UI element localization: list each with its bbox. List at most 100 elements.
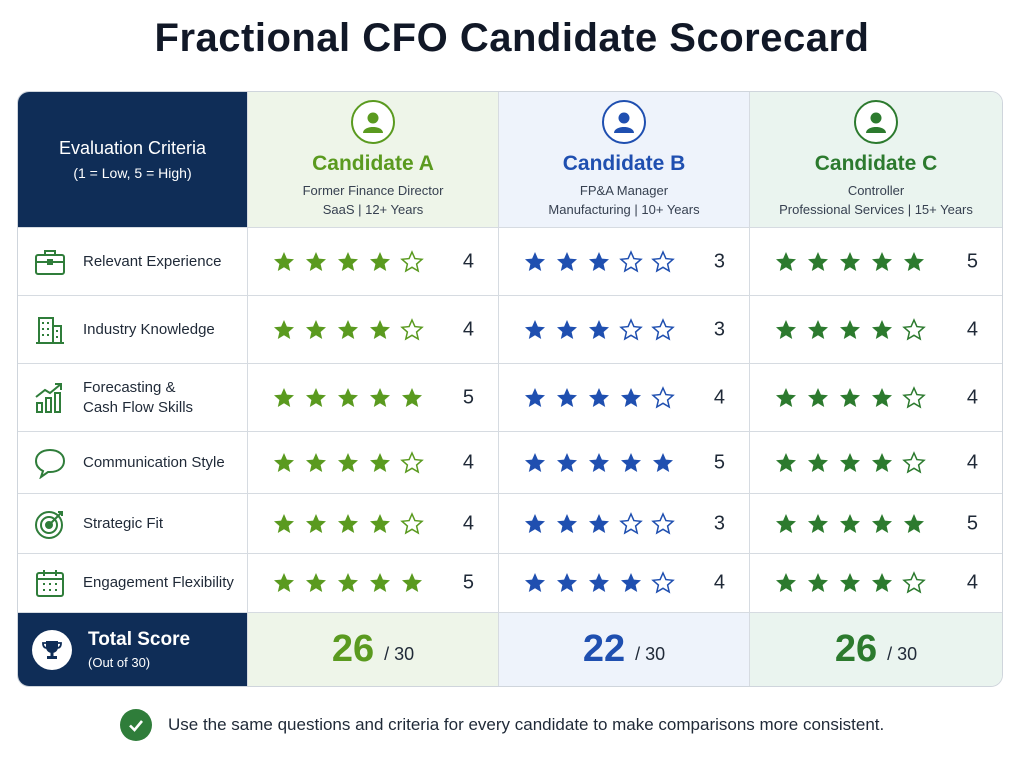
star-empty-icon [400, 249, 424, 273]
score-value: 4 [966, 451, 978, 473]
star-filled-icon [525, 513, 545, 533]
footer-text: Use the same questions and criteria for … [168, 715, 885, 734]
score-cell: 4 [750, 364, 1002, 432]
star-filled-icon [840, 513, 860, 533]
score-cell: 3 [499, 494, 750, 554]
star-filled-icon [589, 573, 609, 592]
total-score-value: 26 [834, 628, 878, 670]
footer-tip: Use the same questions and criteria for … [120, 709, 884, 741]
star-filled-icon [557, 251, 577, 271]
score-value: 4 [966, 318, 978, 340]
star-filled-icon [525, 573, 545, 592]
scorecard-table: Evaluation Criteria (1 = Low, 5 = High) … [17, 91, 1003, 687]
star-filled-icon [776, 573, 796, 592]
star-empty-icon [619, 249, 643, 273]
star-filled-icon [370, 387, 390, 407]
total-score-candidate-a: 26 / 30 [248, 613, 499, 686]
star-filled-icon [338, 452, 358, 472]
trophy-icon [32, 629, 72, 670]
star-filled-icon [306, 319, 326, 339]
star-filled-icon [306, 513, 326, 533]
star-filled-icon [904, 513, 924, 533]
star-filled-icon [370, 573, 390, 592]
criterion-label: Relevant Experience [83, 252, 222, 270]
star-filled-icon [776, 387, 796, 407]
star-filled-icon [621, 452, 641, 472]
candidate-role: Former Finance Director [302, 183, 444, 198]
star-filled-icon [840, 452, 860, 472]
star-empty-icon [651, 249, 675, 273]
score-value: 4 [713, 386, 725, 408]
criterion-label-line1: Forecasting & [83, 378, 176, 396]
star-empty-icon [400, 511, 424, 535]
star-filled-icon [808, 319, 828, 339]
star-rating [272, 386, 424, 410]
criterion-label: Strategic Fit [83, 514, 164, 532]
score-cell: 5 [499, 432, 750, 494]
star-rating [523, 385, 675, 410]
star-filled-icon [776, 319, 796, 339]
star-filled-icon [525, 319, 545, 339]
score-value: 5 [462, 571, 474, 594]
star-filled-icon [557, 573, 577, 592]
candidate-b-header: Candidate B FP&A Manager Manufacturing |… [499, 92, 750, 228]
calendar-icon [32, 565, 68, 601]
star-filled-icon [808, 251, 828, 271]
total-score-title: Total Score [88, 629, 191, 650]
criterion-label: Engagement Flexibility [83, 574, 234, 591]
star-filled-icon [840, 251, 860, 271]
criteria-header-title: Evaluation Criteria [58, 138, 207, 158]
score-value: 4 [966, 571, 978, 594]
candidate-a-header: Candidate A Former Finance Director SaaS… [248, 92, 499, 228]
star-rating [774, 317, 926, 342]
star-filled-icon [370, 513, 390, 533]
checkmark-icon [120, 709, 152, 741]
star-rating [272, 571, 424, 595]
star-empty-icon [902, 385, 926, 409]
star-filled-icon [306, 387, 326, 407]
score-cell: 4 [499, 364, 750, 432]
star-empty-icon [651, 385, 675, 409]
star-filled-icon [776, 251, 796, 271]
star-filled-icon [904, 251, 924, 271]
score-cell: 5 [750, 228, 1002, 296]
candidate-role: FP&A Manager [579, 183, 669, 198]
score-value: 5 [966, 512, 978, 534]
candidate-detail: Professional Services | 15+ Years [779, 202, 973, 217]
star-filled-icon [621, 573, 641, 592]
star-empty-icon [619, 317, 643, 341]
building-icon [32, 312, 68, 348]
score-value: 4 [462, 250, 474, 272]
star-rating [272, 450, 424, 475]
star-empty-icon [400, 450, 424, 474]
criterion-label-line2: Cash Flow Skills [83, 398, 194, 416]
criterion-industry-knowledge: Industry Knowledge [18, 296, 248, 364]
candidate-name: Candidate C [814, 152, 938, 175]
star-rating [523, 317, 675, 342]
star-filled-icon [306, 573, 326, 592]
score-value: 3 [713, 512, 725, 534]
total-score-denominator: / 30 [384, 644, 415, 664]
star-filled-icon [338, 251, 358, 271]
score-value: 5 [713, 451, 725, 473]
score-cell: 5 [750, 494, 1002, 554]
star-filled-icon [589, 251, 609, 271]
star-filled-icon [338, 513, 358, 533]
star-filled-icon [370, 452, 390, 472]
star-filled-icon [872, 387, 892, 407]
candidate-detail: Manufacturing | 10+ Years [548, 202, 700, 217]
star-filled-icon [808, 573, 828, 592]
criterion-label: Industry Knowledge [83, 320, 215, 338]
total-score-denominator: / 30 [635, 644, 666, 664]
star-empty-icon [651, 511, 675, 535]
score-cell: 4 [499, 554, 750, 613]
criterion-engagement-flexibility: Engagement Flexibility [18, 554, 248, 613]
star-filled-icon [274, 452, 294, 472]
star-filled-icon [274, 513, 294, 533]
star-empty-icon [400, 317, 424, 341]
total-score-value: 22 [582, 628, 626, 670]
star-rating [523, 511, 675, 536]
speech-bubble-icon [32, 445, 68, 481]
star-filled-icon [274, 319, 294, 339]
target-icon [32, 506, 68, 542]
